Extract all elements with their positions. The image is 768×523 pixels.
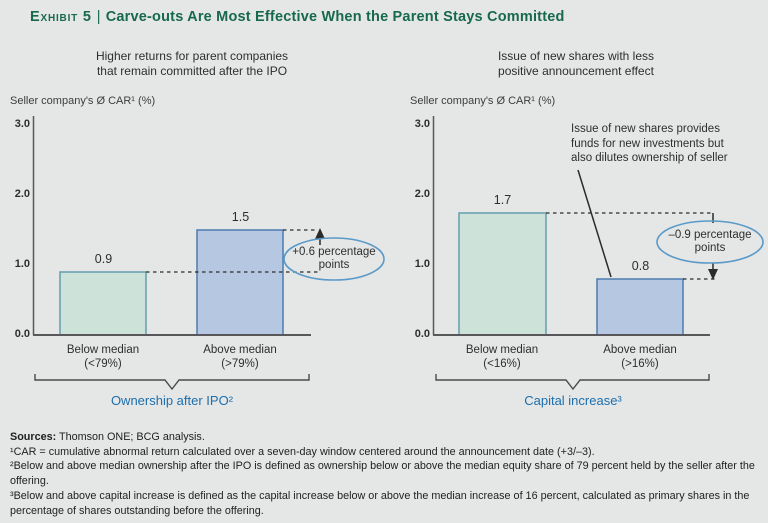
sources-line: Sources: Thomson ONE; BCG analysis. [10, 430, 758, 445]
left-chart-bar-above-median [196, 229, 284, 336]
left-group-bracket [34, 374, 310, 391]
exhibit-title-text: Carve-outs Are Most Effective When the P… [105, 9, 565, 25]
down-arrow-icon [708, 269, 718, 280]
right-group-label: Capital increase³ [524, 393, 622, 408]
left-chart-title: Higher returns for parent companies that… [95, 49, 289, 78]
right-category-above-median: Above median (>16%) [575, 343, 705, 371]
title-separator: | [96, 9, 101, 25]
left-y-tick-3: 3.0 [14, 118, 30, 130]
right-annotation-ellipse [656, 220, 764, 264]
right-bar2-value-label: 0.8 [631, 259, 650, 273]
callout-pointer-line [577, 169, 612, 278]
left-category-below-median: Below median (<79%) [38, 343, 168, 371]
right-callout-text: Issue of new shares provides funds for n… [571, 123, 728, 164]
category-sublabel: (>16%) [621, 358, 659, 370]
right-y-tick-2: 2.0 [414, 188, 430, 200]
left-y-axis-label: Seller company's Ø CAR¹ (%) [10, 95, 156, 107]
footnotes: Sources: Thomson ONE; BCG analysis. ¹CAR… [10, 430, 758, 518]
right-annotation-label: –0.9 percentage points [668, 229, 752, 254]
exhibit-header: Exhibit 5 | Carve-outs Are Most Effective … [30, 9, 565, 25]
left-bar1-value-label: 0.9 [94, 252, 113, 266]
footnote-3: ³Below and above capital increase is def… [10, 489, 750, 517]
right-y-tick-0: 0.0 [414, 328, 430, 340]
left-y-tick-2: 2.0 [14, 188, 30, 200]
left-bar2-value-label: 1.5 [231, 210, 250, 224]
right-chart-bar-below-median [458, 212, 547, 336]
left-chart-bar-below-median [59, 271, 147, 336]
right-y-tick-1: 1.0 [414, 258, 430, 270]
right-category-below-median: Below median (<16%) [437, 343, 567, 371]
footnote-2: ²Below and above median ownership after … [10, 460, 755, 488]
category-label: Above median [203, 344, 277, 356]
footnote-1: ¹CAR = cumulative abnormal return calcul… [10, 445, 595, 458]
up-arrow-icon [315, 228, 325, 239]
left-y-tick-0: 0.0 [14, 328, 30, 340]
category-sublabel: (>79%) [221, 358, 259, 370]
left-group-label: Ownership after IPO² [110, 393, 234, 408]
right-group-bracket [435, 374, 710, 391]
right-chart-title: Issue of new shares with less positive a… [497, 49, 655, 78]
left-y-tick-1: 1.0 [14, 258, 30, 270]
category-label: Below median [66, 344, 140, 356]
exhibit-number-label: Exhibit 5 [30, 9, 92, 25]
sources-text: Thomson ONE; BCG analysis. [59, 431, 205, 443]
category-sublabel: (<79%) [84, 358, 122, 370]
sources-label: Sources: [10, 431, 57, 443]
category-sublabel: (<16%) [483, 358, 521, 370]
right-bar1-value-label: 1.7 [493, 193, 512, 207]
category-label: Above median [603, 344, 677, 356]
right-y-axis-label: Seller company's Ø CAR¹ (%) [410, 95, 556, 107]
left-annotation-ellipse [283, 237, 385, 281]
left-annotation-label: +0.6 percentage points [292, 246, 376, 271]
category-label: Below median [465, 344, 539, 356]
right-y-tick-3: 3.0 [414, 118, 430, 130]
right-chart-bar-above-median [596, 278, 684, 336]
left-category-above-median: Above median (>79%) [175, 343, 305, 371]
